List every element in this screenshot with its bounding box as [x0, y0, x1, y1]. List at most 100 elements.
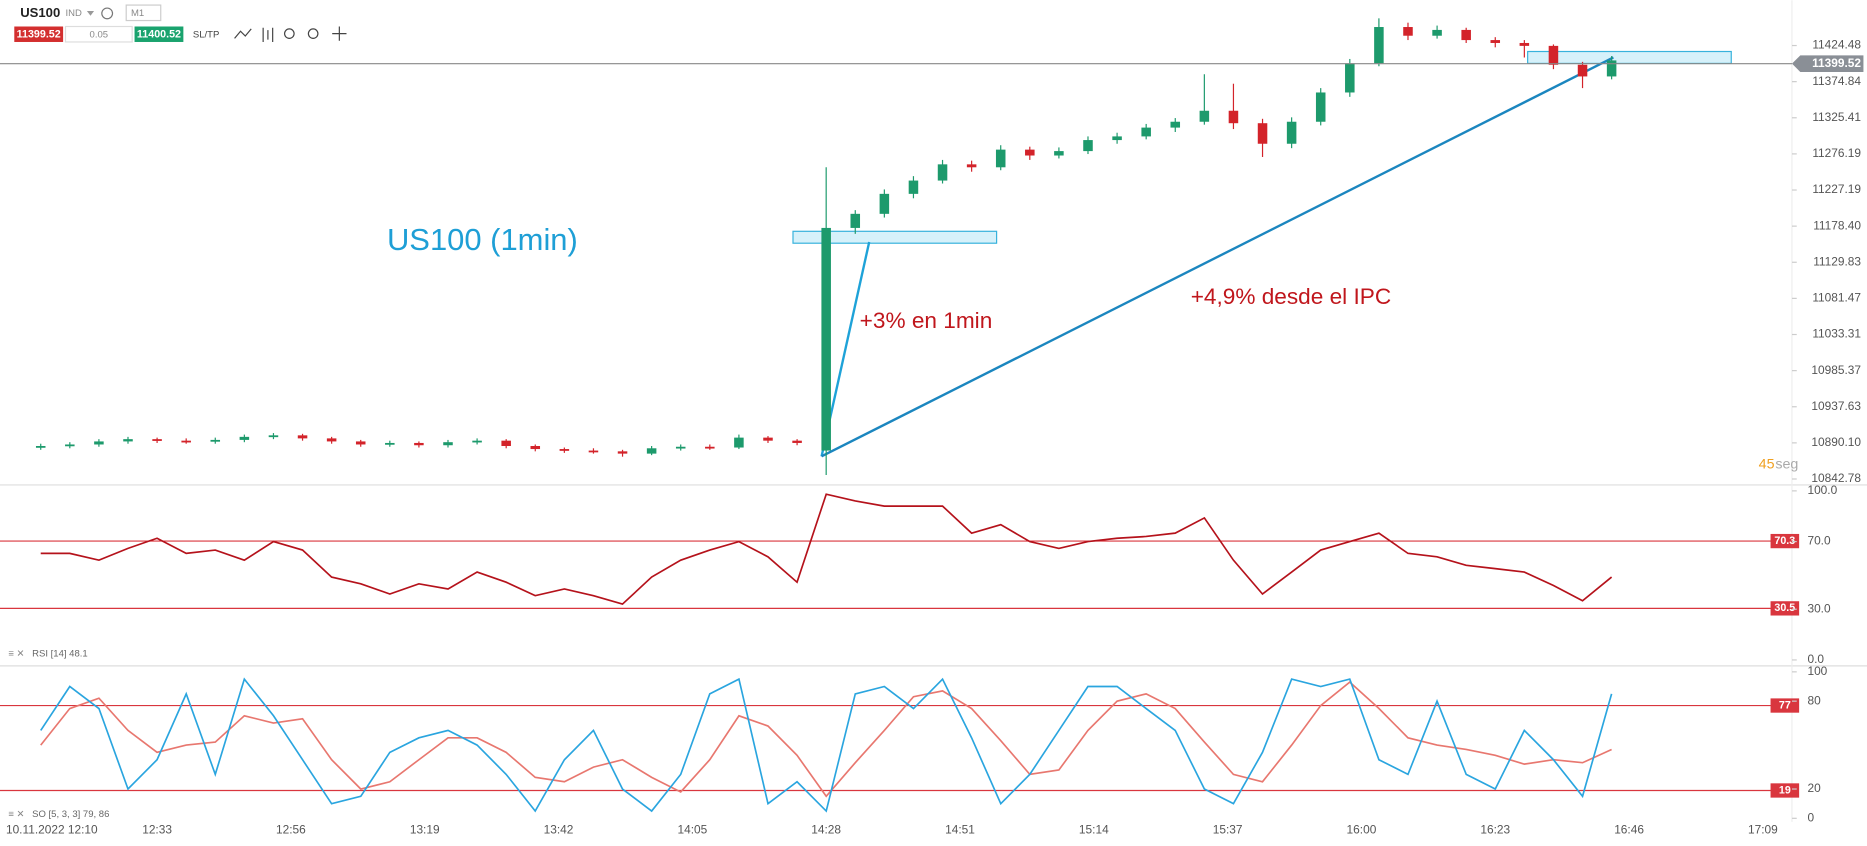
candle-body — [850, 213, 861, 228]
candle-body — [646, 448, 657, 454]
indicator-line — [40, 493, 1613, 606]
annotation: +4,9% desde el IPC — [1191, 284, 1391, 309]
y-tick-label: 11276.19 — [1812, 146, 1861, 160]
x-tick-label: 12:33 — [142, 822, 172, 836]
candle-body — [501, 440, 511, 446]
buy-price[interactable]: 11400.52 — [137, 29, 181, 41]
candle-body — [1606, 60, 1617, 77]
annotation: US100 (1min) — [387, 222, 578, 257]
y-tick-label: 11424.48 — [1812, 38, 1861, 52]
candle-body — [1374, 27, 1384, 64]
x-tick-label: 15:14 — [1079, 822, 1109, 836]
zoom-out[interactable] — [283, 28, 295, 40]
so-legend: SO [5, 3, 3] 79, 86 — [32, 809, 109, 820]
x-tick-label: 12:56 — [276, 822, 306, 836]
y-tick-label: 11081.47 — [1812, 291, 1861, 305]
timeframe-box[interactable] — [125, 4, 162, 22]
trend-line[interactable] — [821, 56, 1614, 458]
rsi-legend: RSI [14] 48.1 — [32, 649, 88, 660]
last-price-badge — [1791, 55, 1864, 73]
sell-button[interactable] — [14, 26, 64, 42]
candle-body — [355, 441, 366, 445]
candle-body — [1345, 63, 1355, 93]
x-tick-label: 13:19 — [410, 822, 440, 836]
y-tick-label: 0 — [1807, 810, 1814, 824]
candle-body — [472, 440, 482, 443]
candle-body — [1432, 29, 1442, 36]
candle-body — [1083, 140, 1093, 152]
candle-body — [1112, 136, 1122, 141]
candle-body — [414, 442, 424, 446]
y-tick-label: 11227.19 — [1812, 182, 1861, 196]
info-icon[interactable] — [101, 7, 114, 20]
timer-value: 45 — [1759, 456, 1775, 472]
candle-body — [1519, 42, 1530, 46]
candle-body — [995, 149, 1006, 168]
timeframe[interactable]: M1 — [131, 8, 144, 19]
spread: 0.05 — [90, 29, 109, 40]
candle-body — [35, 445, 46, 448]
candle-body — [705, 446, 715, 449]
zoom-in[interactable] — [307, 28, 319, 40]
legend-icon[interactable]: ≡ ✕ — [8, 809, 24, 820]
candle-body — [617, 451, 628, 454]
candle-body — [268, 435, 279, 438]
candle-body — [1141, 127, 1151, 137]
y-tick-label: 0.0 — [1807, 652, 1824, 666]
candle-body — [123, 439, 133, 442]
timer-unit: seg — [1775, 456, 1798, 472]
candle-body — [559, 449, 570, 451]
level-badge — [1770, 601, 1800, 616]
candle-body — [385, 442, 395, 445]
candle-body — [1025, 149, 1035, 156]
sltp[interactable]: SL/TP — [193, 29, 219, 40]
candle-body — [792, 440, 802, 443]
candle-body — [1577, 64, 1588, 77]
x-tick-label: 14:05 — [677, 822, 707, 836]
tool-icon[interactable] — [234, 28, 252, 39]
y-tick-label: 10890.10 — [1811, 435, 1861, 449]
level-label: 70.3 — [1774, 535, 1795, 547]
x-tick-label: 10.11.2022 12:10 — [6, 822, 98, 836]
x-tick-label: 16:00 — [1347, 822, 1377, 836]
legend-icon[interactable]: ≡ ✕ — [8, 649, 24, 660]
y-tick-label: 100.0 — [1807, 483, 1837, 497]
level-badge — [1770, 533, 1800, 549]
dropdown-icon[interactable] — [86, 11, 95, 16]
y-tick-label: 11033.31 — [1812, 327, 1861, 341]
candle-body — [675, 446, 686, 449]
candle-body — [821, 227, 831, 451]
candle-body — [937, 164, 948, 181]
candle-body — [1257, 123, 1268, 144]
level-badge — [1770, 783, 1800, 798]
volume-box[interactable] — [64, 25, 133, 43]
y-tick-label: 11325.41 — [1812, 110, 1861, 124]
candle-body — [1403, 27, 1413, 36]
level-label: 77 — [1779, 699, 1791, 711]
indicator-line — [40, 680, 1612, 798]
candle-body — [210, 439, 221, 442]
indicator-line — [40, 677, 1613, 813]
candle-body — [181, 440, 191, 443]
buy-button[interactable] — [134, 26, 184, 42]
market: IND — [65, 8, 82, 19]
candle-body — [297, 435, 308, 439]
level-badge — [1770, 698, 1800, 713]
y-tick-label: 80 — [1807, 693, 1821, 707]
y-tick-label: 11178.40 — [1813, 218, 1861, 232]
x-tick-label: 15:37 — [1213, 822, 1243, 836]
y-tick-label: 70.0 — [1807, 534, 1831, 548]
move-tool[interactable] — [332, 26, 347, 41]
candle-body — [1199, 110, 1210, 122]
sell-price[interactable]: 11399.52 — [17, 29, 61, 41]
tool-icon[interactable] — [262, 27, 274, 42]
candle-body — [588, 450, 599, 453]
candle-body — [966, 164, 977, 168]
candle-body — [1490, 40, 1501, 43]
candle-body — [1461, 29, 1471, 41]
y-tick-label: 11374.84 — [1812, 74, 1861, 88]
annotation: +3% en 1min — [860, 308, 993, 333]
symbol[interactable]: US100 — [20, 5, 60, 20]
zone-rect[interactable] — [792, 230, 998, 244]
y-tick-label: 10985.37 — [1811, 363, 1861, 377]
